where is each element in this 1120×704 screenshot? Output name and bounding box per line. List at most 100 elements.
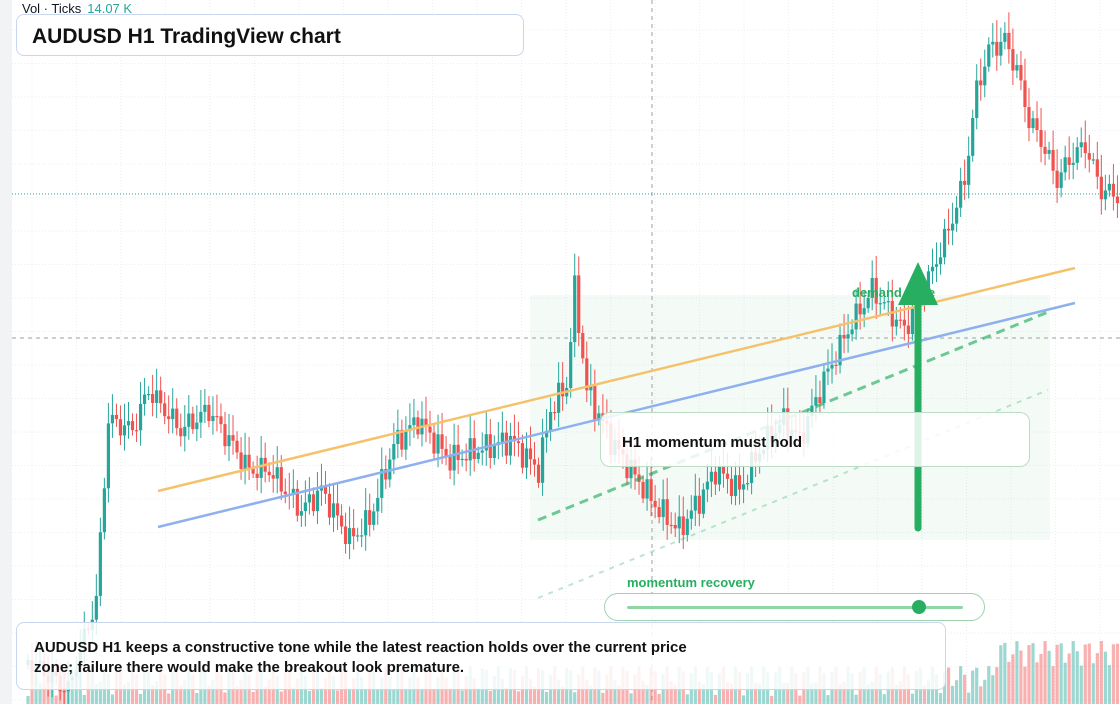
candle-body <box>894 319 898 327</box>
volume-bar <box>263 686 267 704</box>
volume-bar <box>685 694 689 704</box>
volume-bar <box>585 679 589 704</box>
candle-body <box>484 434 488 451</box>
volume-bar <box>207 685 211 704</box>
volume-bar <box>476 688 480 704</box>
candle-body <box>368 510 372 525</box>
candle-body <box>532 459 537 465</box>
candle-body <box>235 440 239 453</box>
volume-bar <box>991 675 995 704</box>
volume-bar <box>66 683 70 704</box>
volume-bar <box>110 694 115 704</box>
candle-body <box>440 434 444 449</box>
summary-box: AUDUSD H1 keeps a constructive tone whil… <box>16 622 946 690</box>
candle-body <box>364 510 368 536</box>
candle-body <box>416 417 420 435</box>
volume-bar <box>842 681 846 704</box>
candle-body <box>126 421 131 426</box>
candle-body <box>818 397 822 404</box>
candle-body <box>331 503 336 518</box>
volume-bar <box>955 680 959 704</box>
candle-body <box>810 405 814 416</box>
candle-body <box>737 475 742 490</box>
candle-body <box>1075 147 1079 163</box>
volume-bar <box>995 667 999 704</box>
candle-body <box>183 426 187 437</box>
candle-body <box>259 457 263 478</box>
candle-body <box>372 511 376 525</box>
candle-body <box>577 275 581 334</box>
candle-body <box>850 329 854 335</box>
candle-body <box>951 223 955 231</box>
volume-bar <box>898 681 902 704</box>
candle-body <box>524 448 529 468</box>
candle-body <box>938 257 943 265</box>
volume-bar <box>971 670 975 704</box>
volume-bar <box>1095 653 1099 704</box>
candle-body <box>854 303 858 330</box>
candle-body <box>528 448 533 460</box>
volume-bar <box>404 689 408 704</box>
volume-legend-value: 14.07 K <box>87 1 133 16</box>
candle-body <box>307 494 311 503</box>
candle-body <box>1051 149 1055 171</box>
volume-bar <box>420 689 424 704</box>
candle-body <box>536 464 541 483</box>
candle-body <box>436 434 440 454</box>
volume-bar <box>1115 643 1120 704</box>
callout-text: H1 momentum must hold <box>622 434 803 451</box>
volume-bar <box>1071 641 1075 704</box>
candle-body <box>1027 107 1031 129</box>
candle-body <box>62 691 66 693</box>
candle-body <box>396 429 400 445</box>
volume-bar <box>432 689 436 704</box>
candle-body <box>657 507 661 518</box>
volume-bar <box>331 676 336 704</box>
candle-body <box>516 441 521 444</box>
candle-body <box>946 228 951 231</box>
candle-body <box>983 66 987 86</box>
candle-body <box>147 393 151 396</box>
candle-body <box>384 469 388 480</box>
chart-title: AUDUSD H1 TradingView chart <box>32 25 341 48</box>
momentum-gauge <box>604 593 985 621</box>
candle-body <box>323 485 328 494</box>
candle-body <box>733 475 738 497</box>
volume-bar <box>975 667 979 704</box>
candle-body <box>1015 65 1019 71</box>
volume-bar <box>697 681 701 704</box>
candle-body <box>295 488 299 516</box>
candle-body <box>549 411 553 431</box>
volume-bar <box>155 680 159 704</box>
candle-body <box>934 264 939 267</box>
volume-bar <box>388 677 392 704</box>
candle-body <box>315 490 320 512</box>
candle-body <box>424 418 428 427</box>
candle-body <box>581 333 585 359</box>
candle-body <box>999 41 1003 56</box>
volume-bar <box>729 683 734 704</box>
volume-bar <box>782 683 786 704</box>
candle-body <box>348 528 352 544</box>
candle-body <box>979 80 983 86</box>
candle-body <box>1095 159 1099 177</box>
candle-body <box>673 524 677 529</box>
candle-body <box>830 364 834 369</box>
volume-bar <box>786 682 790 704</box>
volume-bar <box>725 682 730 704</box>
candle-body <box>327 493 332 518</box>
volume-bar <box>959 666 963 704</box>
candle-body <box>846 334 850 339</box>
candle-body <box>1007 32 1011 50</box>
candle-body <box>106 423 110 489</box>
volume-bar <box>641 680 645 704</box>
candle-body <box>959 180 963 208</box>
candle-body <box>629 459 633 479</box>
candle-body <box>283 491 287 495</box>
volume-bar <box>167 693 171 704</box>
volume-bar <box>1107 665 1111 704</box>
volume-bar <box>444 677 448 704</box>
candle-body <box>508 435 512 456</box>
volume-bar <box>239 679 243 704</box>
volume-bar <box>657 693 661 704</box>
